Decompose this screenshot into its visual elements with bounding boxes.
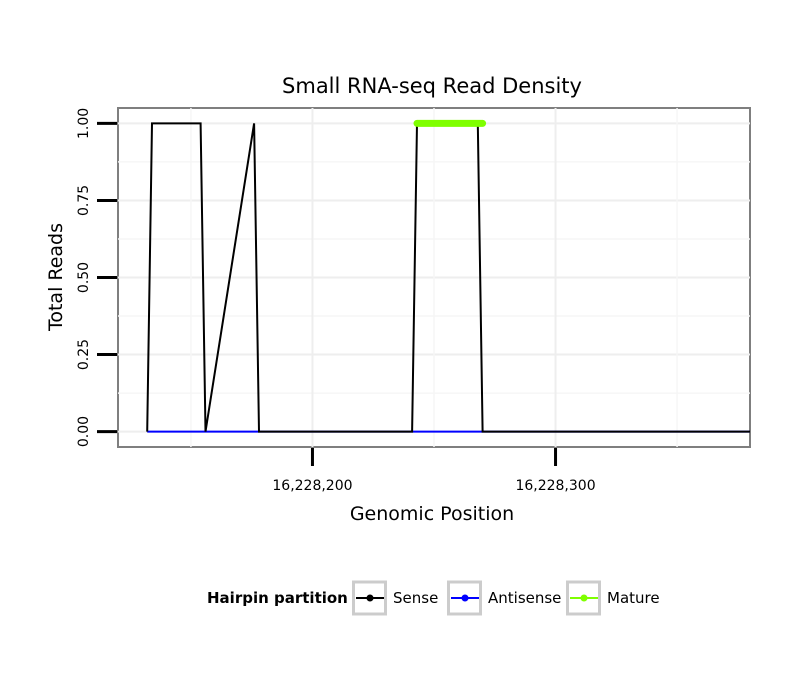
legend-item-sense: Sense bbox=[352, 580, 438, 616]
series-line-sense bbox=[146, 122, 750, 433]
legend-item-antisense: Antisense bbox=[447, 580, 561, 616]
y-tick-label: 0.25 bbox=[76, 339, 92, 370]
legend-title: Hairpin partition bbox=[207, 589, 348, 607]
y-tick-label: 0.00 bbox=[76, 416, 92, 447]
y-axis: 0.00 0.25 0.50 0.75 1.00 bbox=[76, 108, 117, 447]
legend-label: Mature bbox=[607, 589, 660, 607]
y-tick-label: 0.50 bbox=[76, 262, 92, 293]
x-tick-label: 16,228,300 bbox=[515, 478, 595, 494]
legend-key-point bbox=[366, 594, 374, 602]
legend-label: Antisense bbox=[488, 589, 561, 607]
legend-item-mature: Mature bbox=[566, 580, 660, 616]
chart-title: Small RNA-seq Read Density bbox=[282, 74, 582, 98]
y-tick-label: 1.00 bbox=[76, 108, 92, 139]
y-axis-title: Total Reads bbox=[45, 223, 67, 332]
y-tick-label: 0.75 bbox=[76, 185, 92, 216]
x-tick-label: 16,228,200 bbox=[272, 478, 352, 494]
series-layer bbox=[146, 119, 750, 433]
legend-key-point bbox=[580, 594, 588, 602]
x-axis-title: Genomic Position bbox=[350, 503, 514, 525]
x-axis: 16,228,200 16,228,300 bbox=[272, 448, 596, 494]
legend: Hairpin partition Sense Antisense Mature bbox=[207, 580, 660, 616]
legend-label: Sense bbox=[393, 589, 438, 607]
legend-key-point bbox=[461, 594, 469, 602]
